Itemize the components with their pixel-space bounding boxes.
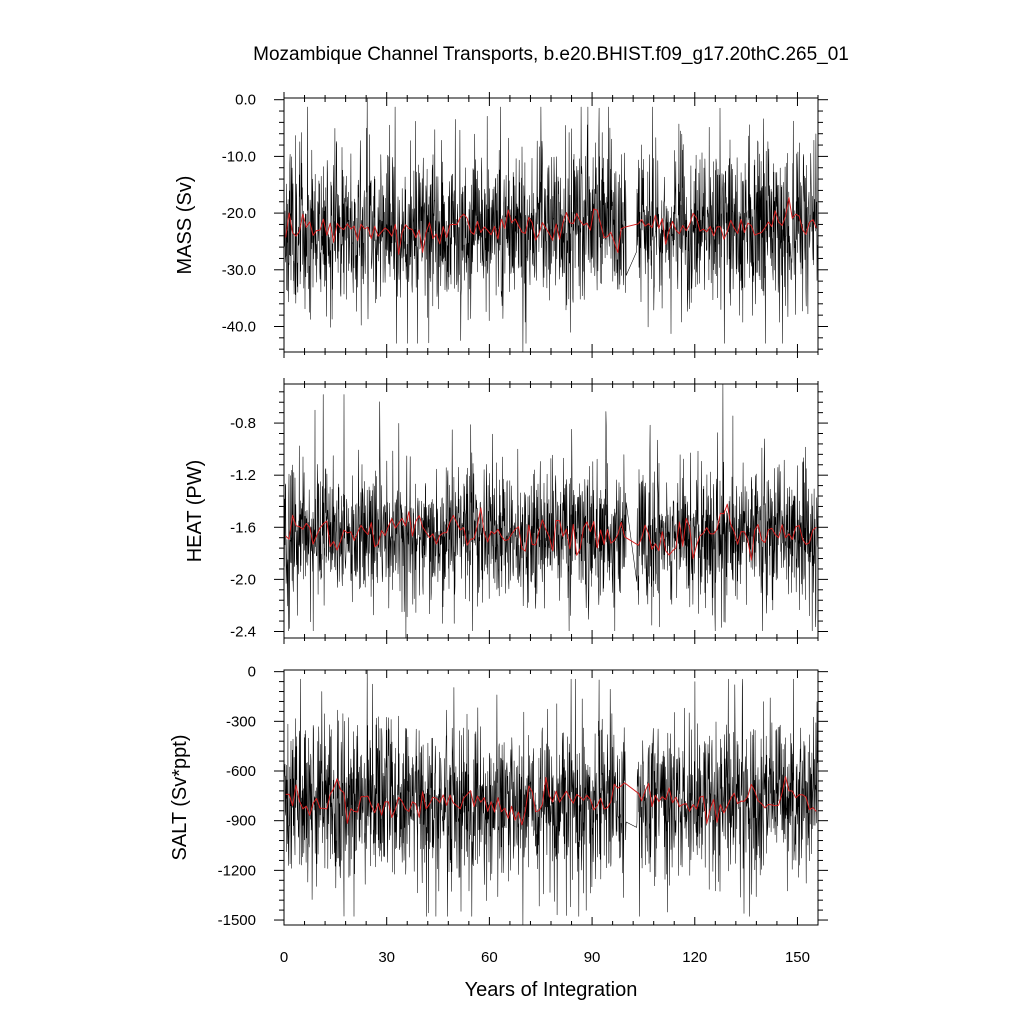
y-tick-label: 0.0	[235, 92, 256, 109]
y-tick-label: -1.6	[230, 519, 256, 536]
y-tick-label: -1200	[218, 862, 256, 879]
monthly-series-line	[283, 97, 819, 353]
chart-title: Mozambique Channel Transports, b.e20.BHI…	[253, 44, 849, 65]
x-tick-label: 60	[481, 949, 498, 966]
panel-heat: -0.8 -1.2 -1.6 -2.0 -2.4 HEAT (PW)	[184, 378, 828, 644]
panel-salt: 0 -300 -600 -900 -1200 -1500 SALT (Sv*ppt) 0 30 6…	[169, 664, 828, 1001]
y-tick-label: -2.0	[230, 571, 256, 588]
plot-frame	[283, 669, 819, 926]
annual-mean-series-line	[285, 776, 817, 826]
x-tick-label: 120	[682, 949, 707, 966]
y-tick-label: -300	[226, 713, 256, 730]
y-tick-label: 0	[248, 664, 256, 681]
annual-mean-series-line	[285, 197, 817, 255]
y-tick-label: -600	[226, 763, 256, 780]
x-tick-label: 90	[584, 949, 601, 966]
x-tick-label: 30	[378, 949, 395, 966]
x-tick-label: 0	[280, 949, 288, 966]
monthly-series-line	[283, 669, 819, 926]
x-axis-title: Years of Integration	[465, 979, 638, 1001]
y-tick-label: -40.0	[222, 318, 256, 335]
y-tick-label: -900	[226, 813, 256, 830]
y-tick-label: -1500	[218, 912, 256, 929]
y-tick-label: -20.0	[222, 205, 256, 222]
x-tick-label: 150	[785, 949, 810, 966]
monthly-series-line	[283, 383, 819, 639]
y-axis-title: HEAT (PW)	[184, 460, 206, 563]
y-tick-label: -0.8	[230, 415, 256, 432]
y-axis-title: MASS (Sv)	[174, 176, 196, 275]
y-tick-label: -10.0	[222, 148, 256, 165]
y-tick-label: -30.0	[222, 262, 256, 279]
plot-frame	[283, 97, 819, 353]
y-axis-title: SALT (Sv*ppt)	[169, 735, 191, 861]
y-tick-label: -1.2	[230, 467, 256, 484]
y-tick-label: -2.4	[230, 623, 256, 640]
panel-mass: 0.0 -10.0 -20.0 -30.0 -40.0 MASS (Sv)	[174, 92, 828, 358]
annual-mean-series-line	[285, 503, 817, 561]
